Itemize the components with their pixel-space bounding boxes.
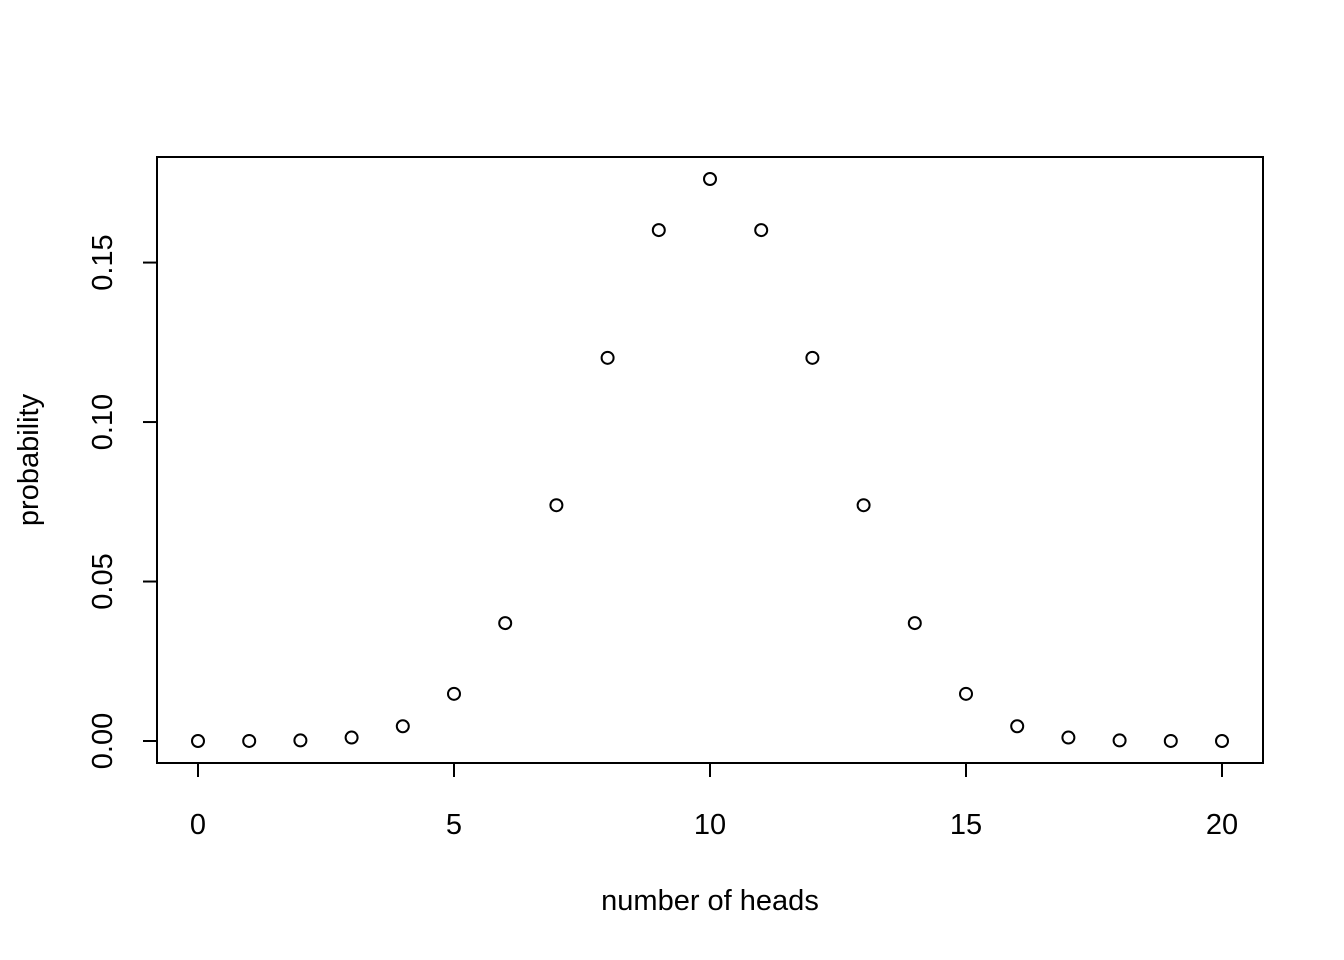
data-point xyxy=(856,498,871,513)
data-point xyxy=(959,686,973,701)
x-tick-label: 0 xyxy=(190,809,206,841)
y-tick-label: 0.10 xyxy=(87,394,119,450)
y-axis-label: probability xyxy=(13,393,45,526)
y-axis: 0.00 0.05 0.10 0.15 xyxy=(87,234,158,769)
x-tick-label: 20 xyxy=(1206,809,1238,841)
data-point xyxy=(1061,730,1076,745)
data-point xyxy=(1010,719,1025,734)
data-point xyxy=(447,686,461,701)
data-point xyxy=(1112,733,1127,748)
data-point xyxy=(293,733,308,748)
data-point xyxy=(344,730,359,745)
x-tick-label: 15 xyxy=(950,809,982,841)
data-point xyxy=(805,350,820,365)
y-tick-label: 0.15 xyxy=(87,234,119,290)
plot-frame xyxy=(156,156,1264,764)
data-point xyxy=(600,350,615,365)
data-point xyxy=(1163,733,1178,748)
data-point xyxy=(907,616,922,631)
data-point xyxy=(242,733,257,748)
x-axis: 0 5 10 15 20 xyxy=(190,762,1238,841)
x-tick-label: 5 xyxy=(446,809,462,841)
y-tick-label: 0.05 xyxy=(87,553,119,609)
x-tick-label: 10 xyxy=(694,809,726,841)
data-point xyxy=(395,719,410,734)
data-point xyxy=(651,223,666,238)
y-tick-label: 0.00 xyxy=(87,713,119,769)
data-point xyxy=(191,733,205,748)
data-point xyxy=(498,616,513,631)
data-point xyxy=(549,498,564,513)
data-points xyxy=(191,172,1229,748)
x-axis-label: number of heads xyxy=(601,885,819,917)
data-point xyxy=(703,172,717,187)
data-point xyxy=(1215,733,1229,748)
data-point xyxy=(754,223,769,238)
